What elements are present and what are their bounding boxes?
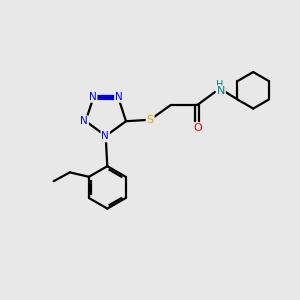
Text: N: N bbox=[80, 116, 88, 126]
Text: O: O bbox=[193, 123, 202, 133]
Text: N: N bbox=[89, 92, 97, 102]
Text: N: N bbox=[217, 86, 225, 96]
Text: H: H bbox=[216, 80, 223, 90]
Text: N: N bbox=[101, 131, 109, 142]
Text: N: N bbox=[115, 92, 123, 102]
Text: S: S bbox=[147, 115, 154, 125]
